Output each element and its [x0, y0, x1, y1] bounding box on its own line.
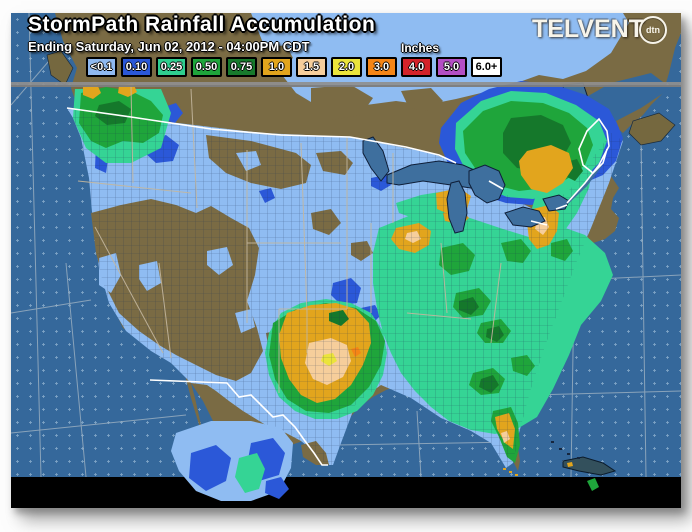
legend-item: 1.0 — [261, 57, 292, 77]
legend-label: 0.10 — [125, 61, 148, 73]
map-card: StormPath Rainfall Accumulation Ending S… — [11, 13, 681, 508]
legend-item: 6.0+ — [471, 57, 502, 77]
legend-label: 0.75 — [230, 61, 253, 73]
international-borders — [66, 107, 610, 466]
legend-item: 5.0 — [436, 57, 467, 77]
legend-label: 2.0 — [338, 61, 355, 73]
legend-item: 0.50 — [191, 57, 222, 77]
units-label: Inches — [401, 41, 440, 55]
great-lakes — [362, 136, 603, 234]
legend-label: 5.0 — [443, 61, 460, 73]
legend-label: 0.50 — [195, 61, 218, 73]
legend-label: 1.5 — [303, 61, 320, 73]
caribbean-islands — [503, 441, 617, 491]
brand-name: TELVENT — [531, 15, 644, 43]
brand-logo: TELVENT dtn — [532, 15, 667, 44]
legend-item: 2.0 — [331, 57, 362, 77]
legend-label: 6.0+ — [475, 61, 498, 73]
legend-label: 4.0 — [408, 61, 425, 73]
legend-item: 0.25 — [156, 57, 187, 77]
legend-label: 3.0 — [373, 61, 390, 73]
no-data-strip — [11, 477, 681, 508]
legend-item: 0.10 — [121, 57, 152, 77]
gray-band — [11, 82, 681, 87]
dtn-badge-icon: dtn — [639, 15, 667, 44]
legend-item: 0.75 — [226, 57, 257, 77]
legend-label: 0.25 — [160, 61, 183, 73]
legend-label: 1.0 — [268, 61, 285, 73]
nova-scotia — [628, 112, 676, 146]
state-borders — [77, 85, 502, 393]
legend-label: <0.1 — [90, 61, 113, 73]
legend-item: 4.0 — [401, 57, 432, 77]
page-title: StormPath Rainfall Accumulation — [28, 13, 376, 36]
us-rainfall-map — [11, 13, 681, 508]
color-scale-legend: <0.1 0.10 0.25 0.50 0.75 1.0 1.5 2.0 3.0 — [86, 57, 502, 77]
vancouver-island — [46, 50, 74, 86]
legend-item: <0.1 — [86, 57, 117, 77]
mexico-radar-blob — [171, 421, 293, 501]
canada-dry-patches — [176, 45, 443, 120]
legend-item: 1.5 — [296, 57, 327, 77]
timestamp-label: Ending Saturday, Jun 02, 2012 - 04:00PM … — [28, 39, 310, 54]
legend-item: 3.0 — [366, 57, 397, 77]
